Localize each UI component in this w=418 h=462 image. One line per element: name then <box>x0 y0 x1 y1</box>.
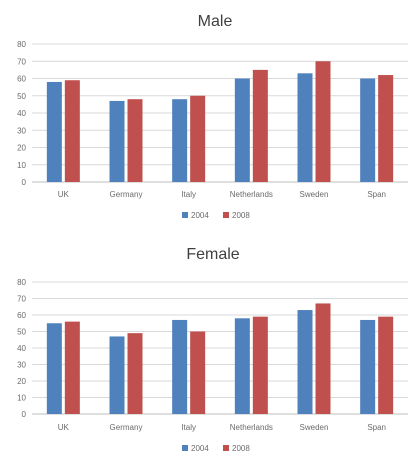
male-y-tick-0: 0 <box>22 178 27 187</box>
male-bar-uk-2004 <box>46 81 62 182</box>
male-x-label-uk: UK <box>58 190 70 199</box>
male-y-tick-50: 50 <box>17 92 26 101</box>
female-x-label-netherlands: Netherlands <box>230 423 273 432</box>
male-legend-label-2004: 2004 <box>191 211 209 220</box>
male-bar-netherlands-2004 <box>234 78 250 182</box>
male-y-tick-40: 40 <box>17 109 26 118</box>
male-y-tick-70: 70 <box>17 57 26 66</box>
male-bar-germany-2008 <box>127 99 143 182</box>
male-legend-swatch-2004 <box>182 212 188 218</box>
female-bar-uk-2008 <box>64 321 80 414</box>
female-bar-sweden-2008 <box>315 303 331 414</box>
male-bar-netherlands-2008 <box>252 69 268 182</box>
male-y-tick-20: 20 <box>17 144 26 153</box>
male-x-label-germany: Germany <box>110 190 143 199</box>
female-legend-swatch-2008 <box>223 445 229 451</box>
male-bar-sweden-2004 <box>297 73 313 182</box>
female-x-label-span: Span <box>367 423 386 432</box>
female-bar-germany-2008 <box>127 333 143 414</box>
male-bar-span-2004 <box>360 78 376 182</box>
female-y-tick-80: 80 <box>17 278 26 287</box>
male-x-label-italy: Italy <box>181 190 196 199</box>
male-legend-swatch-2008 <box>223 212 229 218</box>
male-x-label-span: Span <box>367 190 386 199</box>
female-bar-germany-2004 <box>109 336 125 414</box>
male-x-label-netherlands: Netherlands <box>230 190 273 199</box>
male-chart: Male 0 10 20 30 40 50 60 70 80 UK Germany Italy Net… <box>17 13 408 220</box>
male-chart-title: Male <box>198 13 233 30</box>
male-x-label-sweden: Sweden <box>300 190 329 199</box>
male-bar-italy-2008 <box>190 95 206 182</box>
female-x-label-uk: UK <box>58 423 70 432</box>
female-bar-span-2004 <box>360 319 376 414</box>
female-chart: Female 0 10 20 30 40 50 60 70 80 UK Germany Italy N… <box>17 246 408 453</box>
female-y-tick-50: 50 <box>17 328 26 337</box>
female-y-tick-30: 30 <box>17 361 26 370</box>
male-y-tick-30: 30 <box>17 126 26 135</box>
female-bar-netherlands-2004 <box>234 318 250 414</box>
male-y-tick-60: 60 <box>17 75 26 84</box>
female-y-tick-0: 0 <box>22 410 27 419</box>
male-y-tick-10: 10 <box>17 161 26 170</box>
female-legend-label-2008: 2008 <box>232 444 250 453</box>
female-y-tick-20: 20 <box>17 377 26 386</box>
male-bar-sweden-2008 <box>315 61 331 182</box>
female-x-label-italy: Italy <box>181 423 196 432</box>
female-y-tick-60: 60 <box>17 311 26 320</box>
male-bar-germany-2004 <box>109 100 125 182</box>
female-legend-swatch-2004 <box>182 445 188 451</box>
female-legend-label-2004: 2004 <box>191 444 209 453</box>
female-bar-span-2008 <box>378 316 394 414</box>
male-bar-uk-2008 <box>64 80 80 182</box>
male-legend-label-2008: 2008 <box>232 211 250 220</box>
male-y-tick-80: 80 <box>17 40 26 49</box>
male-bar-span-2008 <box>378 75 394 182</box>
female-chart-title: Female <box>186 246 239 263</box>
female-x-label-germany: Germany <box>110 423 143 432</box>
female-bar-sweden-2004 <box>297 310 313 414</box>
female-bar-uk-2004 <box>46 323 62 414</box>
female-y-tick-70: 70 <box>17 295 26 304</box>
female-bar-italy-2004 <box>172 319 188 414</box>
female-bar-italy-2008 <box>190 331 206 414</box>
female-y-tick-10: 10 <box>17 394 26 403</box>
male-bar-italy-2004 <box>172 99 188 182</box>
female-bar-netherlands-2008 <box>252 316 268 414</box>
female-y-tick-40: 40 <box>17 344 26 353</box>
female-x-label-sweden: Sweden <box>300 423 329 432</box>
